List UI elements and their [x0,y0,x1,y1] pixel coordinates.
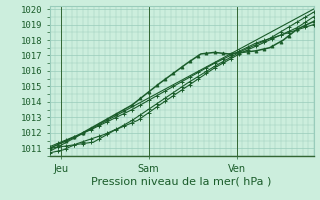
X-axis label: Pression niveau de la mer( hPa ): Pression niveau de la mer( hPa ) [92,176,272,186]
